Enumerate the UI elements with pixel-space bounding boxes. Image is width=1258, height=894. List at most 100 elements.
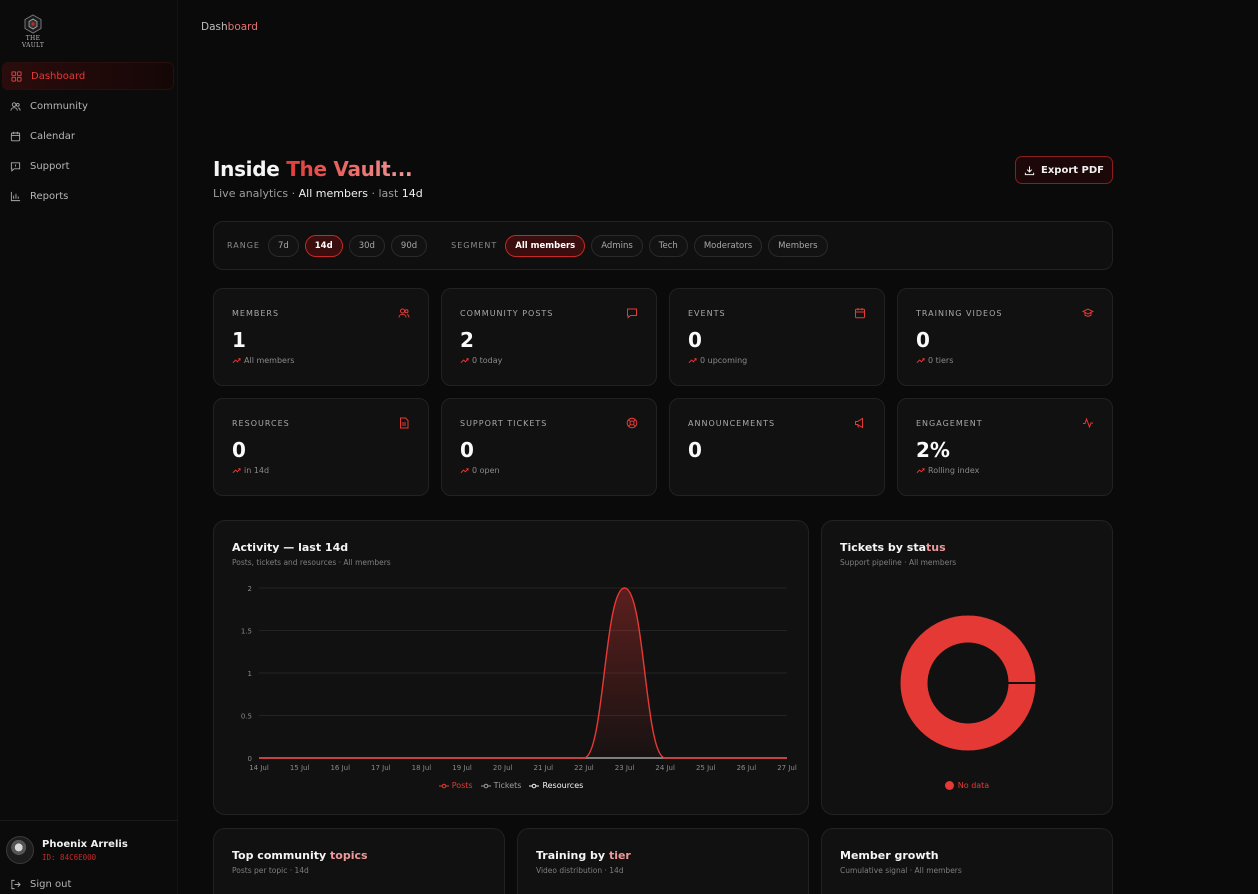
trend-up-icon: [460, 358, 469, 364]
legend-resources-icon: [529, 783, 540, 788]
sidebar-item-reports[interactable]: Reports: [2, 182, 174, 210]
legend-label: Posts: [451, 781, 473, 790]
stat-label: TRAINING VIDEOS: [916, 309, 1003, 318]
x-tick-label: 15 Jul: [290, 764, 310, 772]
tickets-panel: Tickets by status Support pipeline · All…: [821, 520, 1113, 815]
stat-card-training-videos[interactable]: TRAINING VIDEOS 0 0 tiers: [897, 288, 1113, 386]
range-chip-14d[interactable]: 14d: [304, 234, 343, 257]
trend-up-icon: [916, 358, 925, 364]
page-title-prefix: Inside: [213, 157, 287, 181]
stat-sub-text: 0 tiers: [928, 356, 954, 365]
y-tick-label: 0.5: [241, 713, 252, 721]
export-pdf-button[interactable]: Export PDF: [1015, 156, 1113, 184]
segment-chip-tech[interactable]: Tech: [648, 234, 688, 257]
member-growth-title: Member growth: [840, 849, 939, 862]
stat-label: SUPPORT TICKETS: [460, 419, 548, 428]
breadcrumb-prefix: Dash: [201, 21, 228, 33]
member-growth-panel: Member growth Cumulative signal · All me…: [821, 828, 1113, 894]
grid-icon: [11, 70, 22, 82]
calendar-icon: [10, 131, 21, 141]
top-topics-panel: Top community topics Posts per topic · 1…: [213, 828, 505, 894]
x-tick-label: 26 Jul: [737, 764, 757, 772]
stat-label: RESOURCES: [232, 419, 290, 428]
tickets-legend-label: No data: [957, 781, 990, 790]
training-tier-title-a: Training by: [536, 849, 609, 862]
segment-chip-all-members[interactable]: All members: [505, 234, 586, 257]
lifebuoy-icon: [626, 417, 638, 429]
legend-item-posts[interactable]: Posts: [438, 781, 473, 790]
stat-value: 0: [232, 438, 246, 462]
x-tick-label: 24 Jul: [655, 764, 675, 772]
legend-item-tickets[interactable]: Tickets: [480, 781, 521, 790]
activity-panel: Activity — last 14d Posts, tickets and r…: [213, 520, 809, 815]
tickets-title-b: tus: [926, 541, 946, 554]
stat-card-support-tickets[interactable]: SUPPORT TICKETS 0 0 open: [441, 398, 657, 496]
trend-up-icon: [460, 468, 469, 474]
trend-up-icon: [916, 468, 925, 474]
download-icon: [1024, 165, 1035, 175]
donut-slice-no-data[interactable]: [900, 615, 1036, 751]
breadcrumb: Dashboard: [201, 21, 258, 33]
tickets-title-a: Tickets by sta: [840, 541, 927, 554]
sidebar-item-community[interactable]: Community: [2, 92, 174, 120]
x-tick-label: 19 Jul: [452, 764, 472, 772]
logo[interactable]: THE VAULT: [14, 14, 52, 49]
stat-sub-text: 0 today: [472, 356, 503, 365]
bar-chart-icon: [10, 191, 21, 201]
sidebar-item-support[interactable]: Support: [2, 152, 174, 180]
sidebar: THE VAULT Dashboard Community Calendar S…: [0, 0, 178, 894]
sign-out-button[interactable]: Sign out: [10, 879, 71, 890]
stat-label: COMMUNITY POSTS: [460, 309, 554, 318]
tickets-donut-chart[interactable]: [822, 521, 1113, 771]
range-chip-30d[interactable]: 30d: [348, 234, 385, 257]
range-chip-90d[interactable]: 90d: [390, 234, 428, 257]
activity-chart[interactable]: 0 0.5 1 1.5 2 14 Jul 15 Jul 16 Jul 17 Jul 18 Jul 1…: [214, 521, 809, 781]
x-tick-label: 17 Jul: [371, 764, 391, 772]
user-card: Phoenix Arrelis ID: 84C6E000 Sign out: [0, 820, 178, 894]
stat-card-community-posts[interactable]: COMMUNITY POSTS 2 0 today: [441, 288, 657, 386]
x-tick-label: 27 Jul: [777, 764, 797, 772]
y-tick-label: 1: [248, 670, 252, 678]
stat-sub-text: 0 open: [472, 466, 500, 475]
sidebar-nav: Dashboard Community Calendar Support Rep…: [0, 62, 178, 212]
stat-card-events[interactable]: EVENTS 0 0 upcoming: [669, 288, 885, 386]
y-tick-label: 0: [248, 755, 252, 763]
stat-sub-text: Rolling index: [928, 466, 980, 475]
users-icon: [10, 101, 21, 111]
x-tick-label: 18 Jul: [412, 764, 432, 772]
file-icon: [400, 417, 409, 429]
stat-card-announcements[interactable]: ANNOUNCEMENTS 0: [669, 398, 885, 496]
legend-posts-icon: [438, 783, 449, 788]
y-tick-label: 2: [248, 585, 252, 593]
sidebar-item-label: Dashboard: [31, 70, 86, 82]
stat-card-resources[interactable]: RESOURCES 0 in 14d: [213, 398, 429, 496]
trend-up-icon: [232, 358, 241, 364]
stat-sub: 0 open: [460, 466, 500, 475]
legend-item-resources[interactable]: Resources: [529, 781, 583, 790]
segment-chip-members[interactable]: Members: [768, 234, 828, 257]
logout-icon: [11, 879, 21, 890]
x-tick-label: 14 Jul: [249, 764, 269, 772]
segment-chip-moderators[interactable]: Moderators: [693, 234, 763, 257]
segment-chip-admins[interactable]: Admins: [591, 234, 643, 257]
x-tick-label: 21 Jul: [534, 764, 554, 772]
calendar-icon: [855, 308, 865, 319]
user-id: ID: 84C6E000: [42, 853, 97, 862]
stat-value: 1: [232, 328, 246, 352]
training-tier-panel: Training by tier Video distribution · 14…: [517, 828, 809, 894]
tickets-legend[interactable]: No data: [822, 781, 1112, 790]
sidebar-item-dashboard[interactable]: Dashboard: [2, 62, 174, 90]
vault-logo-icon: [24, 14, 42, 34]
stat-value: 2: [460, 328, 474, 352]
megaphone-icon: [855, 417, 863, 429]
stat-card-members[interactable]: MEMBERS 1 All members: [213, 288, 429, 386]
x-tick-label: 25 Jul: [696, 764, 716, 772]
filter-bar: RANGE 7d 14d 30d 90d SEGMENT All members…: [213, 221, 1113, 270]
trend-up-icon: [232, 468, 241, 474]
message-icon: [627, 308, 637, 319]
avatar[interactable]: [6, 836, 34, 864]
stat-label: ENGAGEMENT: [916, 419, 983, 428]
sidebar-item-calendar[interactable]: Calendar: [2, 122, 174, 150]
stat-card-engagement[interactable]: ENGAGEMENT 2% Rolling index: [897, 398, 1113, 496]
range-chip-7d[interactable]: 7d: [267, 234, 299, 257]
